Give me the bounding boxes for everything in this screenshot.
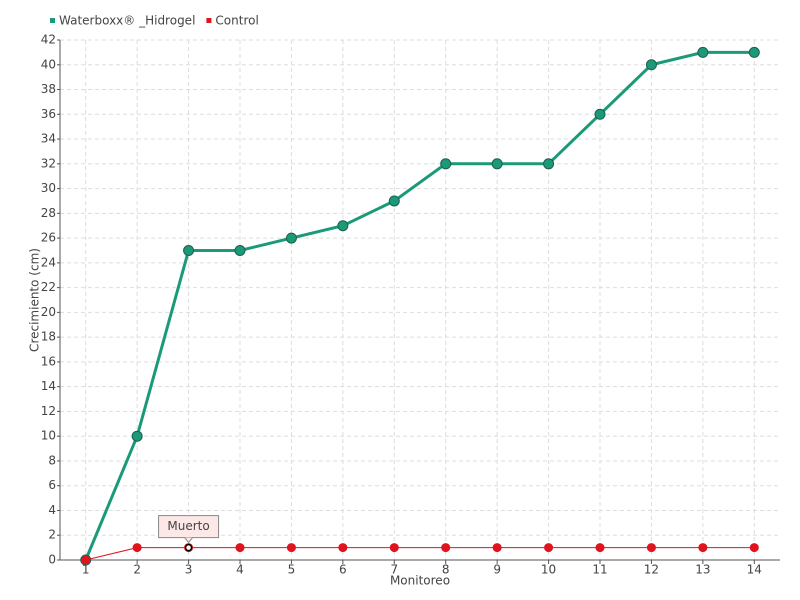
data-point bbox=[131, 430, 143, 442]
data-point bbox=[440, 158, 452, 170]
data-point bbox=[286, 543, 296, 553]
x-tick-label: 12 bbox=[644, 563, 659, 577]
x-axis-label: Monitoreo bbox=[390, 574, 450, 588]
y-tick-label: 0 bbox=[48, 553, 56, 567]
annotation-text: Muerto bbox=[167, 519, 209, 533]
x-tick-label: 2 bbox=[133, 563, 141, 577]
x-tick-label: 10 bbox=[541, 563, 556, 577]
y-tick-label: 22 bbox=[41, 280, 56, 294]
x-tick-label: 11 bbox=[592, 563, 607, 577]
x-tick-label: 8 bbox=[442, 563, 450, 577]
data-point bbox=[234, 244, 246, 256]
data-point bbox=[595, 543, 605, 553]
y-tick-label: 12 bbox=[41, 404, 56, 418]
y-tick-label: 10 bbox=[41, 429, 56, 443]
data-point bbox=[285, 232, 297, 244]
y-axis-label: Crecimiento (cm) bbox=[28, 248, 42, 352]
y-tick-label: 24 bbox=[41, 255, 56, 269]
y-tick-label: 40 bbox=[41, 57, 56, 71]
y-tick-label: 16 bbox=[41, 354, 56, 368]
legend-label: Control bbox=[215, 14, 258, 28]
data-point bbox=[492, 543, 502, 553]
data-point bbox=[698, 543, 708, 553]
annotation-pointer bbox=[184, 537, 193, 544]
data-point bbox=[235, 543, 245, 553]
x-tick-label: 6 bbox=[339, 563, 347, 577]
y-tick-label: 32 bbox=[41, 156, 56, 170]
annotation-point bbox=[184, 543, 193, 552]
data-point bbox=[389, 543, 399, 553]
y-tick-label: 8 bbox=[48, 453, 56, 467]
y-tick-label: 42 bbox=[41, 33, 56, 47]
y-tick-label: 28 bbox=[41, 206, 56, 220]
x-tick-label: 1 bbox=[82, 563, 90, 577]
legend-swatch bbox=[50, 18, 55, 23]
y-tick-label: 26 bbox=[41, 231, 56, 245]
series-line bbox=[84, 50, 755, 561]
legend-swatch bbox=[206, 18, 212, 23]
data-point bbox=[697, 46, 709, 58]
x-tick-label: 3 bbox=[185, 563, 193, 577]
data-point bbox=[491, 158, 503, 170]
data-point bbox=[749, 543, 759, 553]
y-tick-label: 30 bbox=[41, 181, 56, 195]
x-tick-label: 7 bbox=[390, 563, 398, 577]
x-tick-label: 5 bbox=[288, 563, 296, 577]
y-tick-label: 38 bbox=[41, 82, 56, 96]
y-tick-label: 14 bbox=[41, 379, 56, 393]
y-tick-label: 20 bbox=[41, 305, 56, 319]
x-tick-label: 9 bbox=[493, 563, 501, 577]
data-point bbox=[337, 220, 349, 232]
y-tick-label: 4 bbox=[48, 503, 56, 517]
data-point bbox=[646, 543, 656, 553]
x-tick-label: 13 bbox=[695, 563, 710, 577]
data-point bbox=[183, 244, 195, 256]
data-point bbox=[543, 158, 555, 170]
data-point bbox=[594, 108, 606, 120]
y-tick-label: 18 bbox=[41, 330, 56, 344]
data-point bbox=[645, 59, 657, 71]
legend-label: Waterboxx® _Hidrogel bbox=[59, 14, 195, 28]
data-point bbox=[544, 543, 554, 553]
series-line bbox=[85, 547, 755, 561]
data-point bbox=[388, 195, 400, 207]
y-tick-label: 2 bbox=[48, 528, 56, 542]
data-point bbox=[132, 543, 142, 553]
data-point bbox=[338, 543, 348, 553]
x-tick-label: 4 bbox=[236, 563, 244, 577]
data-point bbox=[441, 543, 451, 553]
y-tick-label: 36 bbox=[41, 107, 56, 121]
annotation: Muerto bbox=[158, 515, 220, 544]
y-tick-label: 6 bbox=[48, 478, 56, 492]
data-point bbox=[748, 46, 760, 58]
y-tick-label: 34 bbox=[41, 132, 56, 146]
data-point bbox=[81, 555, 91, 565]
x-tick-label: 14 bbox=[747, 563, 762, 577]
